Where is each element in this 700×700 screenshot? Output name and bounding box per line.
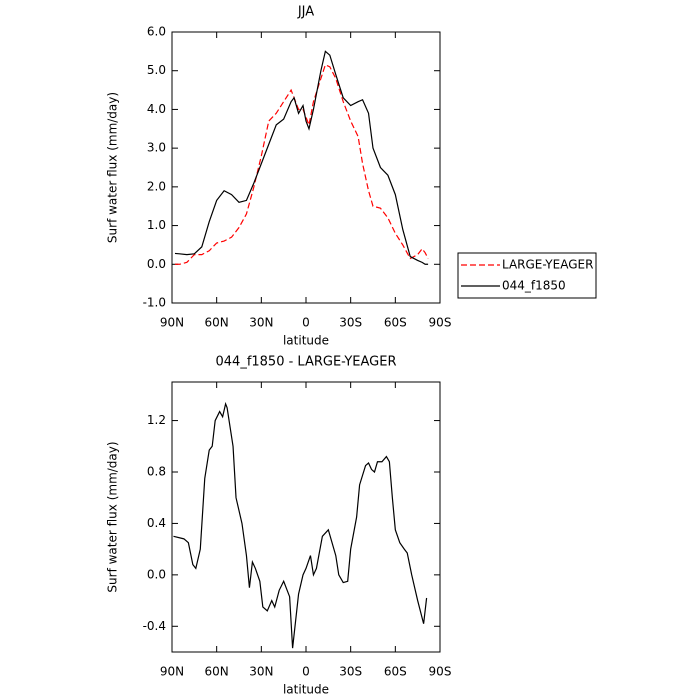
plot-frame [171, 31, 441, 304]
y-tick-label: -0.4 [143, 619, 166, 633]
y-tick-label: 1.0 [147, 218, 166, 232]
x-tick-label: 30N [249, 316, 273, 330]
x-tick-label: 60N [205, 665, 229, 679]
y-tick-label: 5.0 [147, 63, 166, 77]
x-tick-label: 30N [249, 665, 273, 679]
x-tick-label: 0 [302, 316, 310, 330]
x-axis-label: latitude [283, 683, 329, 697]
x-tick-label: 60N [205, 316, 229, 330]
x-tick-label: 60S [384, 665, 407, 679]
series-line [173, 401, 428, 649]
plot-frame [171, 381, 441, 653]
y-tick-label: 0.8 [147, 465, 166, 479]
y-tick-label: 4.0 [147, 102, 166, 116]
y-tick-label: 1.2 [147, 413, 166, 427]
legend-box [457, 252, 597, 299]
x-tick-label: 90N [160, 316, 184, 330]
y-tick-label: -1.0 [143, 296, 166, 310]
x-axis-label: latitude [283, 334, 329, 348]
x-tick-label: 30S [339, 316, 362, 330]
x-tick-label: 90S [429, 665, 452, 679]
series-line [174, 64, 429, 265]
x-tick-label: 90N [160, 665, 184, 679]
x-tick-label: 90S [429, 316, 452, 330]
series-line [174, 50, 429, 265]
y-tick-label: 3.0 [147, 141, 166, 155]
y-axis-label: Surf water flux (mm/day) [106, 92, 120, 243]
y-tick-label: 0.4 [147, 516, 166, 530]
legend-label: LARGE-YEAGER [502, 258, 593, 272]
y-tick-label: 0.0 [147, 567, 166, 581]
x-tick-label: 0 [302, 665, 310, 679]
y-tick-label: 6.0 [147, 25, 166, 39]
legend-label: 044_f1850 [502, 279, 566, 293]
y-tick-label: 0.0 [147, 257, 166, 271]
y-tick-label: 2.0 [147, 179, 166, 193]
x-tick-label: 60S [384, 316, 407, 330]
y-axis-label: Surf water flux (mm/day) [106, 441, 120, 592]
x-tick-label: 30S [339, 665, 362, 679]
chart-title: JJA [297, 5, 314, 20]
chart-title: 044_f1850 - LARGE-YEAGER [216, 355, 397, 370]
